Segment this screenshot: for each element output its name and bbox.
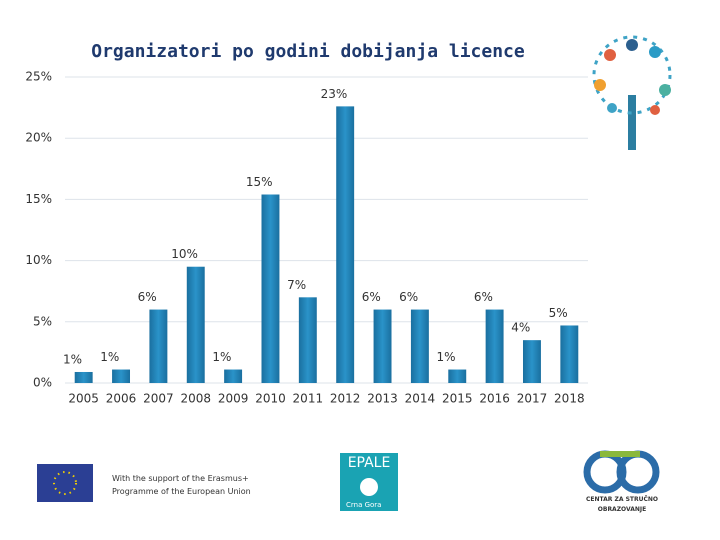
x-tick-label: 2011 (293, 392, 324, 406)
chart-title: Organizatori po godini dobijanja licence (91, 41, 525, 62)
bar (261, 194, 280, 383)
tree-icon (592, 35, 672, 150)
bar (522, 340, 541, 383)
y-tick-label: 10% (25, 253, 52, 267)
value-label: 7% (287, 278, 306, 292)
y-tick-label: 20% (25, 131, 52, 145)
bar (448, 369, 467, 383)
bar (560, 325, 579, 383)
erasmus-text: With the support of the Erasmus+ (112, 474, 249, 483)
value-label: 23% (321, 87, 348, 101)
value-label: 6% (362, 290, 381, 304)
x-tick-label: 2017 (517, 392, 548, 406)
value-label: 6% (138, 290, 157, 304)
x-tick-label: 2014 (405, 392, 436, 406)
bar (112, 369, 131, 383)
bar (298, 297, 317, 383)
bar (485, 309, 504, 383)
epale-text: EPALE (348, 455, 391, 471)
y-tick-label: 15% (25, 192, 52, 206)
bar (410, 309, 429, 383)
value-label: 15% (246, 175, 273, 189)
epale-icon (360, 478, 378, 496)
y-tick-label: 0% (33, 376, 52, 390)
x-tick-label: 2009 (218, 392, 249, 406)
x-tick-label: 2013 (367, 392, 398, 406)
bar (373, 309, 392, 383)
x-tick-label: 2015 (442, 392, 473, 406)
eu-flag (37, 464, 93, 502)
value-label: 4% (511, 321, 530, 335)
erasmus-text: Programme of the European Union (112, 487, 251, 496)
cso-logo (583, 450, 660, 494)
value-label: 1% (437, 350, 456, 364)
x-tick-label: 2012 (330, 392, 361, 406)
x-tick-label: 2008 (180, 392, 211, 406)
cso-text: OBRAZOVANJE (598, 506, 646, 513)
x-tick-label: 2010 (255, 392, 286, 406)
y-tick-label: 5% (33, 314, 52, 328)
value-label: 1% (63, 352, 82, 366)
bar (149, 309, 168, 383)
bar (224, 369, 243, 383)
cso-text: CENTAR ZA STRUČNO (586, 496, 658, 503)
value-label: 10% (171, 247, 198, 261)
y-tick-label: 25% (25, 70, 52, 84)
x-tick-label: 2006 (106, 392, 137, 406)
bar (336, 106, 355, 383)
value-label: 6% (474, 290, 493, 304)
value-label: 6% (399, 290, 418, 304)
bar (186, 266, 205, 383)
bar (74, 371, 93, 383)
x-tick-label: 2007 (143, 392, 174, 406)
value-label: 1% (100, 350, 119, 364)
x-tick-label: 2005 (68, 392, 99, 406)
x-tick-label: 2016 (479, 392, 510, 406)
value-label: 1% (212, 350, 231, 364)
x-tick-label: 2018 (554, 392, 585, 406)
value-label: 5% (549, 306, 568, 320)
epale-country: Crna Gora (346, 501, 381, 509)
